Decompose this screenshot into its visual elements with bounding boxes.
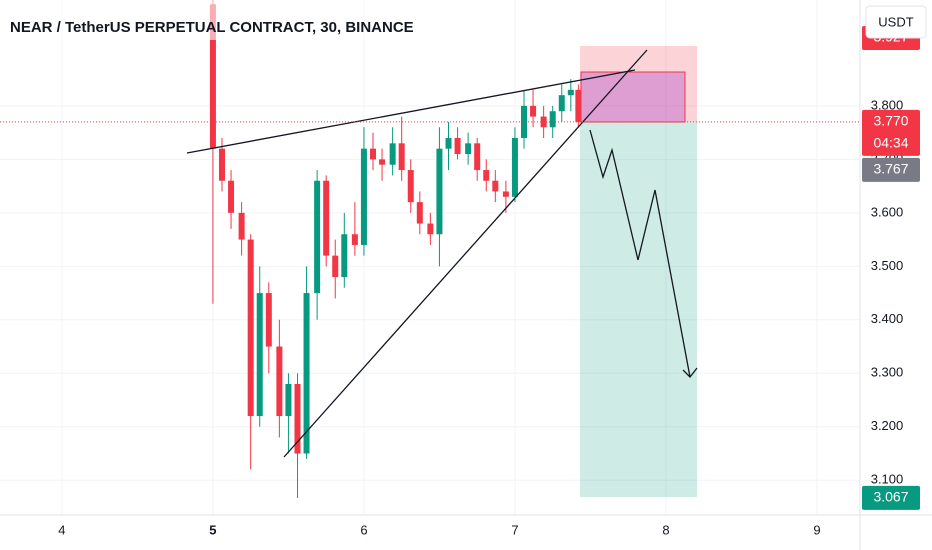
- y-tick-label: 3.300: [871, 365, 904, 380]
- candle-body: [398, 143, 405, 171]
- x-tick-label: 7: [511, 522, 518, 537]
- x-tick-label: 9: [813, 522, 820, 537]
- candle-body: [379, 159, 386, 165]
- price-tag: [862, 157, 920, 182]
- x-tick-label: 6: [360, 522, 367, 537]
- y-tick-label: 3.600: [871, 204, 904, 219]
- title-backdrop: [0, 0, 400, 40]
- candle-body: [511, 137, 518, 197]
- x-tick-label: 5: [209, 522, 216, 537]
- y-tick-label: 3.500: [871, 258, 904, 273]
- price-tag-label: 3.067: [873, 489, 908, 505]
- candle-body: [416, 202, 423, 224]
- candle-body: [492, 180, 499, 192]
- candle-body: [436, 148, 443, 235]
- axes: 3.1003.2003.3003.4003.5003.6003.7003.800…: [58, 25, 920, 537]
- candles: [209, 0, 582, 498]
- candle-body: [209, 4, 216, 149]
- projection-arrow: [589, 129, 691, 378]
- y-tick-label: 3.800: [871, 97, 904, 112]
- candle-body: [256, 293, 263, 417]
- x-tick-label: 4: [58, 522, 65, 537]
- candle-body: [567, 89, 574, 96]
- price-tag: [862, 109, 920, 156]
- candle-body: [369, 148, 376, 160]
- x-tick-label: 8: [662, 522, 669, 537]
- candle-body: [483, 170, 490, 181]
- candle-body: [521, 105, 528, 138]
- y-tick-label: 3.200: [871, 418, 904, 433]
- candle-body: [294, 383, 301, 454]
- candle-body: [341, 234, 348, 278]
- candle-body: [549, 111, 556, 128]
- currency-label: USDT: [878, 14, 913, 29]
- candle-body: [238, 212, 245, 240]
- candle-body: [351, 234, 358, 245]
- candle-body: [427, 223, 434, 235]
- candle-body: [323, 180, 330, 256]
- price-tag-label: 3.767: [873, 161, 908, 177]
- candle-body: [285, 383, 292, 417]
- chart-title: NEAR / TetherUS PERPETUAL CONTRACT, 30, …: [10, 19, 414, 36]
- currency-button[interactable]: [865, 5, 927, 39]
- candle-body: [502, 191, 509, 197]
- price-tag: [862, 485, 920, 510]
- candle-body: [530, 105, 537, 117]
- candle-body: [445, 137, 452, 149]
- candle-body: [228, 180, 235, 213]
- candle-body: [474, 143, 481, 171]
- target-zone: [580, 122, 697, 497]
- y-tick-label: 3.100: [871, 472, 904, 487]
- lower-trendline: [283, 49, 648, 458]
- candle-body: [389, 143, 396, 165]
- candle-body: [558, 95, 565, 112]
- candle-body: [218, 148, 225, 181]
- candle-body: [303, 293, 310, 454]
- candle-body: [276, 346, 283, 417]
- candle-body: [575, 89, 582, 122]
- upper-trendline: [186, 69, 636, 154]
- candle-body: [454, 137, 461, 155]
- price-tag-label: 3.770: [873, 113, 908, 129]
- candle-body: [247, 239, 254, 417]
- candle-body: [314, 180, 321, 294]
- countdown: 04:34: [873, 135, 908, 151]
- arrow-head: [682, 367, 698, 378]
- candle-body: [332, 255, 339, 278]
- y-tick-label: 3.400: [871, 311, 904, 326]
- entry-box: [580, 71, 686, 123]
- candle-body: [360, 148, 367, 245]
- candle-body: [407, 170, 414, 203]
- candle-body: [465, 143, 472, 155]
- candle-body: [265, 293, 272, 347]
